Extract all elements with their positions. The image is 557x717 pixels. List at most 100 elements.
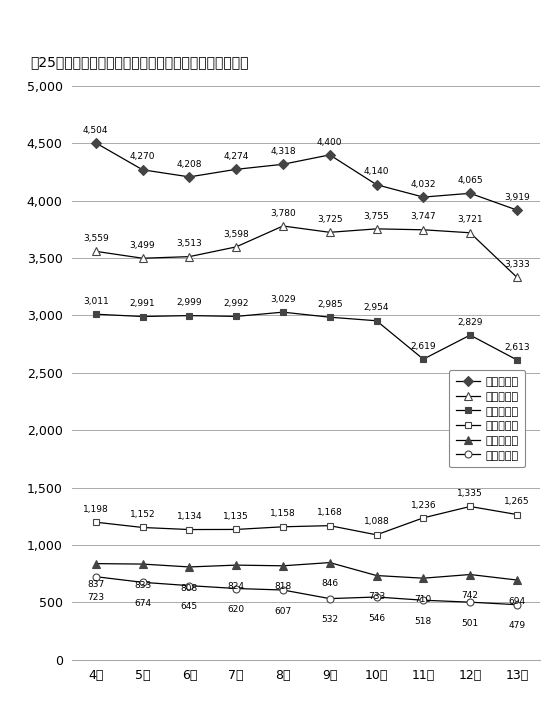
- 宮崎東諸県: [326, 228, 333, 237]
- Line: 県　北　部: 県 北 部: [92, 140, 520, 214]
- Line: 宮崎東諸県: 宮崎東諸県: [92, 222, 521, 282]
- Text: 479: 479: [509, 622, 525, 630]
- Text: 4,274: 4,274: [223, 152, 249, 161]
- 都城北諸県: [233, 312, 240, 320]
- 西都・児湯: [373, 531, 380, 539]
- Legend: 県　北　部, 宮崎東諸県, 都城北諸県, 西都・児湯, 日南・串間, 小林西諸県: 県 北 部, 宮崎東諸県, 都城北諸県, 西都・児湯, 日南・串間, 小林西諸県: [449, 370, 525, 467]
- Text: 3,919: 3,919: [504, 193, 530, 201]
- Text: 2,613: 2,613: [504, 343, 530, 351]
- Text: 1,265: 1,265: [504, 497, 530, 506]
- Text: 2,829: 2,829: [457, 318, 483, 327]
- 西都・児湯: [186, 526, 193, 534]
- 県　北　部: [514, 206, 520, 214]
- 西都・児湯: [139, 523, 146, 532]
- Text: 518: 518: [415, 617, 432, 626]
- Text: 674: 674: [134, 599, 151, 608]
- 日南・串間: [467, 570, 473, 579]
- 小林西諸県: [373, 593, 380, 602]
- 西都・児湯: [92, 518, 99, 526]
- Text: 1,335: 1,335: [457, 489, 483, 498]
- Text: 4,504: 4,504: [83, 125, 109, 135]
- Text: 4,208: 4,208: [177, 160, 202, 168]
- Text: 837: 837: [87, 580, 104, 589]
- Text: 742: 742: [462, 592, 478, 600]
- 日南・串間: [326, 559, 333, 567]
- Text: 4,065: 4,065: [457, 176, 483, 185]
- Text: 4,032: 4,032: [411, 180, 436, 189]
- 西都・児湯: [326, 521, 333, 530]
- Text: 3,333: 3,333: [504, 260, 530, 269]
- 日南・串間: [373, 571, 380, 580]
- 都城北諸県: [420, 355, 427, 364]
- Text: 3,721: 3,721: [457, 215, 483, 224]
- Text: 4,400: 4,400: [317, 138, 343, 146]
- 小林西諸県: [139, 578, 146, 587]
- Text: 808: 808: [181, 584, 198, 593]
- Text: 1,134: 1,134: [177, 512, 202, 521]
- Text: 4,140: 4,140: [364, 167, 389, 176]
- 西都・児湯: [514, 511, 520, 519]
- 都城北諸県: [326, 313, 333, 321]
- 県　北　部: [92, 138, 99, 147]
- Text: 501: 501: [462, 619, 478, 628]
- 小林西諸県: [420, 596, 427, 604]
- Text: 607: 607: [275, 607, 291, 616]
- 都城北諸県: [139, 312, 146, 320]
- Text: 3,011: 3,011: [83, 297, 109, 306]
- Text: 2,954: 2,954: [364, 303, 389, 313]
- Line: 小林西諸県: 小林西諸県: [92, 573, 520, 608]
- 小林西諸県: [186, 581, 193, 590]
- Text: 694: 694: [509, 597, 525, 606]
- Text: 3,598: 3,598: [223, 229, 249, 239]
- 宮崎東諸県: [420, 225, 427, 234]
- Text: 2,619: 2,619: [411, 342, 436, 351]
- Text: 3,747: 3,747: [411, 212, 436, 222]
- Text: 833: 833: [134, 581, 151, 590]
- 日南・串間: [280, 561, 286, 570]
- Text: 824: 824: [228, 581, 245, 591]
- 小林西諸県: [280, 586, 286, 594]
- 日南・串間: [139, 560, 146, 569]
- Text: 4,318: 4,318: [270, 147, 296, 156]
- Text: 3,513: 3,513: [177, 239, 202, 248]
- 都城北諸県: [92, 310, 99, 318]
- Text: 3,780: 3,780: [270, 209, 296, 218]
- Text: 846: 846: [321, 579, 338, 588]
- 宮崎東諸県: [514, 273, 520, 282]
- Text: 1,168: 1,168: [317, 508, 343, 517]
- 宮崎東諸県: [280, 222, 286, 230]
- Text: 3,725: 3,725: [317, 215, 343, 224]
- Text: 1,088: 1,088: [364, 518, 389, 526]
- Text: 1,236: 1,236: [411, 500, 436, 510]
- 西都・児湯: [233, 525, 240, 533]
- Text: 1,198: 1,198: [83, 505, 109, 514]
- Text: 2,985: 2,985: [317, 300, 343, 309]
- 県　北　部: [280, 160, 286, 168]
- Text: 818: 818: [275, 582, 291, 592]
- 都城北諸県: [467, 331, 473, 339]
- 都城北諸県: [186, 311, 193, 320]
- Line: 日南・串間: 日南・串間: [92, 559, 521, 584]
- 日南・串間: [514, 576, 520, 584]
- Text: 図25　広域市町村別の年次別製造品出荷額等　（億円）: 図25 広域市町村別の年次別製造品出荷額等 （億円）: [30, 56, 249, 70]
- Line: 都城北諸県: 都城北諸県: [92, 309, 520, 364]
- Text: 546: 546: [368, 614, 385, 622]
- 宮崎東諸県: [92, 247, 99, 256]
- 小林西諸県: [92, 572, 99, 581]
- 西都・児湯: [467, 502, 473, 511]
- Text: 733: 733: [368, 592, 385, 602]
- 小林西諸県: [326, 594, 333, 603]
- Text: 645: 645: [181, 602, 198, 612]
- Text: 2,991: 2,991: [130, 299, 155, 308]
- Text: 3,029: 3,029: [270, 295, 296, 304]
- 県　北　部: [186, 173, 193, 181]
- Text: 3,755: 3,755: [364, 212, 389, 221]
- 宮崎東諸県: [373, 224, 380, 233]
- Text: 1,158: 1,158: [270, 510, 296, 518]
- 宮崎東諸県: [139, 254, 146, 262]
- Text: 4,270: 4,270: [130, 153, 155, 161]
- 日南・串間: [186, 563, 193, 571]
- 西都・児湯: [420, 513, 427, 522]
- 小林西諸県: [514, 600, 520, 609]
- Text: 1,152: 1,152: [130, 511, 155, 519]
